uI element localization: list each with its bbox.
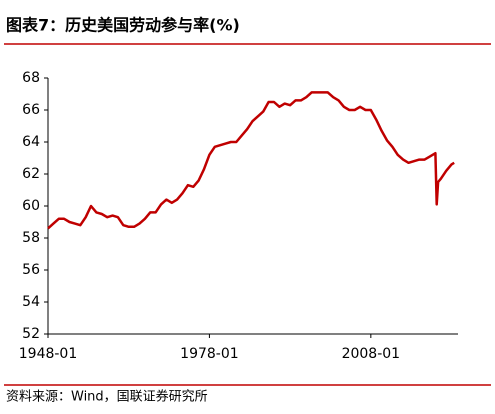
x-tick-label: 1948-01 bbox=[19, 346, 78, 362]
y-tick-label: 56 bbox=[22, 262, 40, 278]
data-line bbox=[47, 91, 455, 230]
y-tick-label: 54 bbox=[22, 294, 40, 310]
source-note: 资料来源：Wind，国联证券研究所 bbox=[6, 389, 208, 405]
chart-title: 图表7：历史美国劳动参与率(%) bbox=[6, 16, 240, 35]
y-tick-label: 66 bbox=[22, 102, 40, 118]
y-tick-label: 58 bbox=[22, 230, 40, 246]
y-tick-label: 64 bbox=[22, 134, 40, 150]
x-tick-label: 2008-01 bbox=[342, 346, 401, 362]
y-tick-label: 52 bbox=[22, 326, 40, 342]
x-tick-label: 1978-01 bbox=[180, 346, 239, 362]
y-tick-label: 60 bbox=[22, 198, 40, 214]
y-tick-label: 68 bbox=[22, 70, 40, 86]
y-tick-label: 62 bbox=[22, 166, 40, 182]
